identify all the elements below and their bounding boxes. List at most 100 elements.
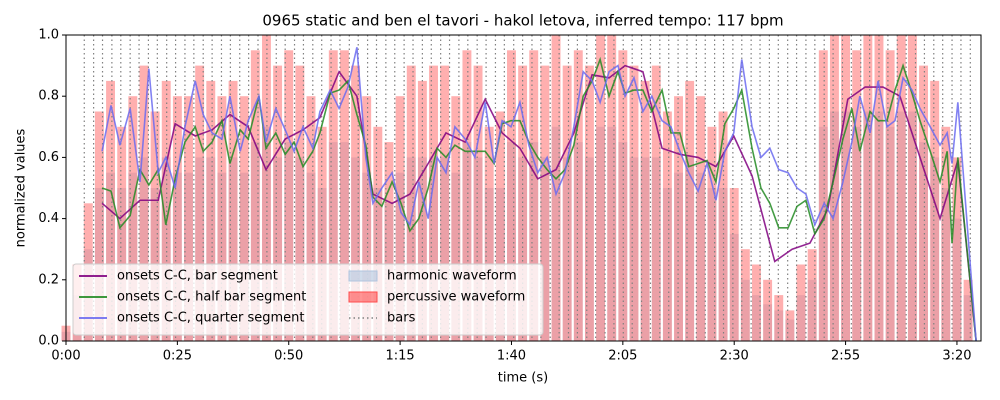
waveform-bar (440, 65, 450, 341)
waveform-bar (785, 310, 795, 341)
x-tick-label: 0:25 (163, 349, 192, 364)
waveform-bar (930, 157, 940, 341)
x-tick-label: 0:00 (51, 349, 80, 364)
waveform-bar (172, 172, 182, 341)
waveform-bar (529, 142, 539, 341)
waveform-bar (707, 188, 717, 341)
waveform-bar (440, 157, 450, 341)
waveform-bar (462, 142, 472, 341)
waveform-bar (551, 35, 561, 341)
waveform-bar (451, 172, 461, 341)
y-tick-label: 0.6 (38, 150, 59, 165)
waveform-bar (952, 157, 962, 341)
waveform-bar (852, 50, 862, 342)
waveform-bar (707, 126, 717, 341)
legend-label: onsets C-C, quarter segment (117, 311, 304, 326)
waveform-bar (685, 80, 695, 342)
waveform-bar (273, 157, 283, 341)
waveform-bar (629, 65, 639, 341)
waveform-bar (640, 157, 650, 341)
waveform-bar (696, 96, 706, 341)
waveform-bar (540, 157, 550, 341)
waveform-bar (896, 111, 906, 341)
waveform-bar (295, 65, 305, 341)
waveform-bar (562, 157, 572, 341)
waveform-bar (206, 80, 216, 342)
waveform-bar (117, 126, 127, 341)
waveform-bar (284, 142, 294, 341)
waveform-bar (907, 111, 917, 341)
y-tick-label: 1.0 (38, 28, 59, 43)
waveform-bar (963, 279, 973, 341)
plot-area (61, 35, 977, 342)
waveform-bar (763, 304, 773, 341)
waveform-bar (250, 50, 260, 342)
waveform-bar (841, 35, 851, 341)
waveform-bar (451, 96, 461, 341)
legend-label: harmonic waveform (387, 269, 517, 284)
waveform-bar (841, 111, 851, 341)
x-tick-label: 2:05 (608, 349, 637, 364)
axes-frame (65, 34, 982, 342)
waveform-bar (596, 35, 606, 341)
waveform-bar (562, 65, 572, 341)
waveform-bar (584, 65, 594, 341)
y-tick-label: 0.4 (38, 211, 59, 226)
waveform-bar (184, 96, 193, 341)
waveform-bar (518, 157, 528, 341)
waveform-bar (306, 96, 316, 341)
waveform-bar (919, 142, 928, 341)
waveform-bar (640, 80, 650, 342)
waveform-bar (729, 233, 739, 341)
waveform-bar (863, 35, 873, 341)
waveform-bar (217, 96, 227, 341)
waveform-bar (963, 295, 973, 341)
waveform-bar (339, 50, 349, 342)
waveform-bar (406, 157, 416, 341)
waveform-bar (94, 111, 104, 341)
waveform-bar (952, 218, 962, 341)
waveform-bar (150, 111, 160, 341)
waveform-bar (518, 65, 528, 341)
x-tick-label: 3:20 (942, 349, 971, 364)
waveform-bar (919, 65, 928, 341)
waveform-bar (829, 111, 839, 341)
waveform-bar (228, 157, 238, 341)
waveform-bar (651, 157, 661, 341)
waveform-bar (796, 295, 806, 341)
waveform-bar (239, 96, 249, 341)
waveform-bar (395, 96, 405, 341)
waveform-bar (740, 279, 750, 341)
waveform-bar (607, 126, 617, 341)
waveform-bar (462, 50, 472, 342)
waveform-bar (172, 96, 182, 341)
waveform-bar (774, 295, 784, 341)
waveform-bar (328, 142, 338, 341)
waveform-bar (228, 80, 238, 342)
waveform-bar (618, 50, 628, 342)
waveform-bar (752, 264, 761, 341)
waveform-bar (384, 142, 394, 341)
waveform-bar (507, 142, 516, 341)
waveform-bar (662, 111, 672, 341)
waveform-bar (206, 157, 216, 341)
waveform-bar (128, 172, 138, 341)
waveform-bar (796, 264, 806, 341)
waveform-bar (573, 142, 583, 341)
waveform-bar (584, 157, 594, 341)
waveform-bar (373, 126, 383, 341)
waveform-bar (729, 188, 739, 341)
waveform-bar (362, 172, 372, 341)
waveform-bar (484, 126, 494, 341)
y-tick-label: 0.0 (38, 334, 59, 349)
legend-label: percussive waveform (387, 290, 525, 305)
waveform-bar (473, 157, 483, 341)
x-tick-label: 1:15 (386, 349, 415, 364)
waveform-bar (752, 295, 761, 341)
waveform-bar (184, 172, 193, 341)
waveform-bar (885, 126, 895, 341)
waveform-bar (429, 65, 438, 341)
waveform-bar (596, 126, 606, 341)
waveform-bar (339, 142, 349, 341)
